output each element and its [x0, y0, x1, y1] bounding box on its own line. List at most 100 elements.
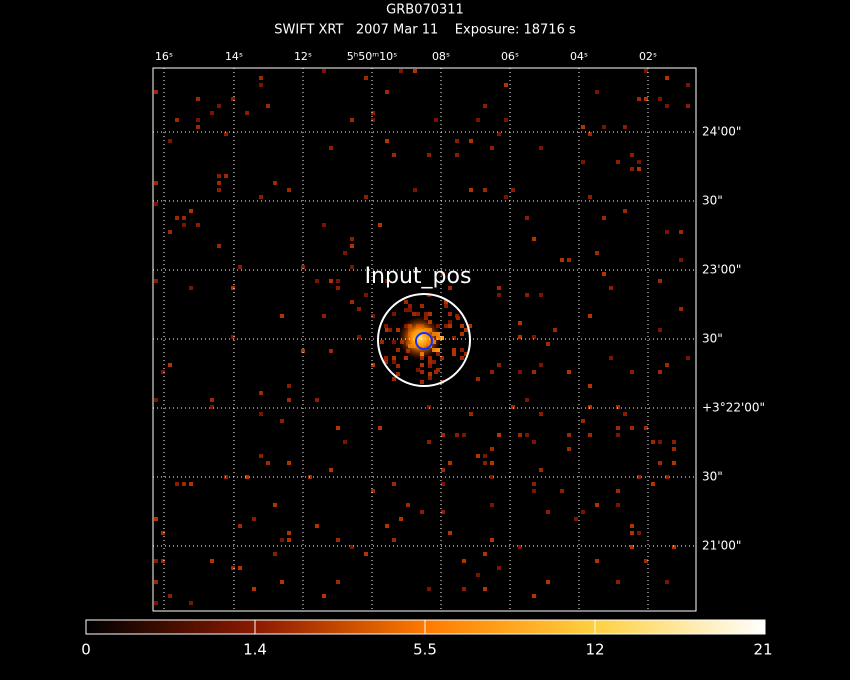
event-pixel — [371, 314, 375, 318]
event-pixel — [497, 363, 501, 367]
event-pixel — [672, 545, 676, 549]
event-pixel — [504, 118, 508, 122]
event-pixel — [637, 97, 641, 101]
event-pixel — [588, 384, 592, 388]
event-pixel — [644, 69, 648, 73]
event-pixel — [378, 223, 382, 227]
event-pixel — [336, 279, 340, 283]
event-pixel — [154, 90, 158, 94]
event-pixel — [630, 545, 634, 549]
event-pixel — [329, 146, 333, 150]
event-pixel — [651, 440, 655, 444]
event-pixel — [384, 360, 388, 364]
dec-label: 30" — [702, 194, 723, 208]
event-pixel — [511, 405, 515, 409]
event-pixel — [448, 286, 452, 290]
event-pixel — [413, 69, 417, 73]
dec-label: 21'00" — [702, 539, 741, 553]
event-pixel — [444, 304, 448, 308]
event-pixel — [532, 594, 536, 598]
event-pixel — [364, 195, 368, 199]
event-pixel — [490, 461, 494, 465]
event-pixel — [380, 340, 384, 344]
event-pixel — [404, 300, 408, 304]
event-pixel — [196, 118, 200, 122]
event-pixel — [396, 372, 400, 376]
event-pixel — [399, 69, 403, 73]
event-pixel — [686, 83, 690, 87]
event-pixel — [385, 90, 389, 94]
event-pixel — [385, 328, 389, 332]
event-pixel — [238, 566, 242, 570]
event-pixel — [154, 559, 158, 563]
event-pixel — [476, 573, 480, 577]
event-pixel — [427, 587, 431, 591]
event-pixel — [602, 125, 606, 129]
event-pixel — [428, 372, 432, 376]
event-pixel — [217, 181, 221, 185]
event-pixel — [444, 300, 448, 304]
event-pixel — [630, 153, 634, 157]
colorbar-label: 5.5 — [413, 641, 437, 659]
event-pixel — [217, 244, 221, 248]
event-pixel — [511, 188, 515, 192]
event-pixel — [266, 104, 270, 108]
event-pixel — [154, 398, 158, 402]
event-pixel — [168, 363, 172, 367]
event-pixel — [428, 364, 432, 368]
event-pixel — [462, 559, 466, 563]
event-pixel — [497, 566, 501, 570]
event-pixel — [469, 188, 473, 192]
event-pixel — [413, 188, 417, 192]
event-pixel — [322, 314, 326, 318]
event-pixel — [581, 510, 585, 514]
event-pixel — [217, 174, 221, 178]
event-pixel — [490, 475, 494, 479]
event-pixel — [630, 531, 634, 535]
event-pixel — [490, 447, 494, 451]
event-pixel — [315, 279, 319, 283]
event-pixel — [196, 97, 200, 101]
event-pixel — [651, 482, 655, 486]
event-pixel — [266, 461, 270, 465]
event-pixel — [588, 405, 592, 409]
event-pixel — [672, 461, 676, 465]
event-pixel — [658, 97, 662, 101]
event-pixel — [560, 489, 564, 493]
event-pixel — [371, 111, 375, 115]
event-pixel — [436, 368, 440, 372]
event-pixel — [469, 412, 473, 416]
event-pixel — [182, 482, 186, 486]
event-pixel — [273, 552, 277, 556]
event-pixel — [428, 312, 432, 316]
event-pixel — [371, 363, 375, 367]
event-pixel — [441, 482, 445, 486]
event-pixel — [154, 202, 158, 206]
event-pixel — [497, 132, 501, 136]
event-pixel — [315, 524, 319, 528]
event-pixel — [280, 538, 284, 542]
event-pixel — [553, 328, 557, 332]
event-pixel — [364, 552, 368, 556]
event-pixel — [343, 440, 347, 444]
event-pixel — [428, 360, 432, 364]
event-pixel — [210, 559, 214, 563]
event-pixel — [468, 324, 472, 328]
event-pixel — [196, 125, 200, 129]
event-pixel — [595, 503, 599, 507]
event-pixel — [396, 348, 400, 352]
event-pixel — [448, 324, 452, 328]
event-pixel — [630, 426, 634, 430]
event-pixel — [175, 216, 179, 220]
event-pixel — [616, 160, 620, 164]
event-pixel — [490, 146, 494, 150]
event-pixel — [189, 482, 193, 486]
event-pixel — [252, 517, 256, 521]
event-pixel — [350, 265, 354, 269]
event-pixel — [595, 559, 599, 563]
event-pixel — [665, 76, 669, 80]
event-pixel — [189, 601, 193, 605]
event-pixel — [532, 482, 536, 486]
ra-label: 02ˢ — [639, 50, 657, 63]
